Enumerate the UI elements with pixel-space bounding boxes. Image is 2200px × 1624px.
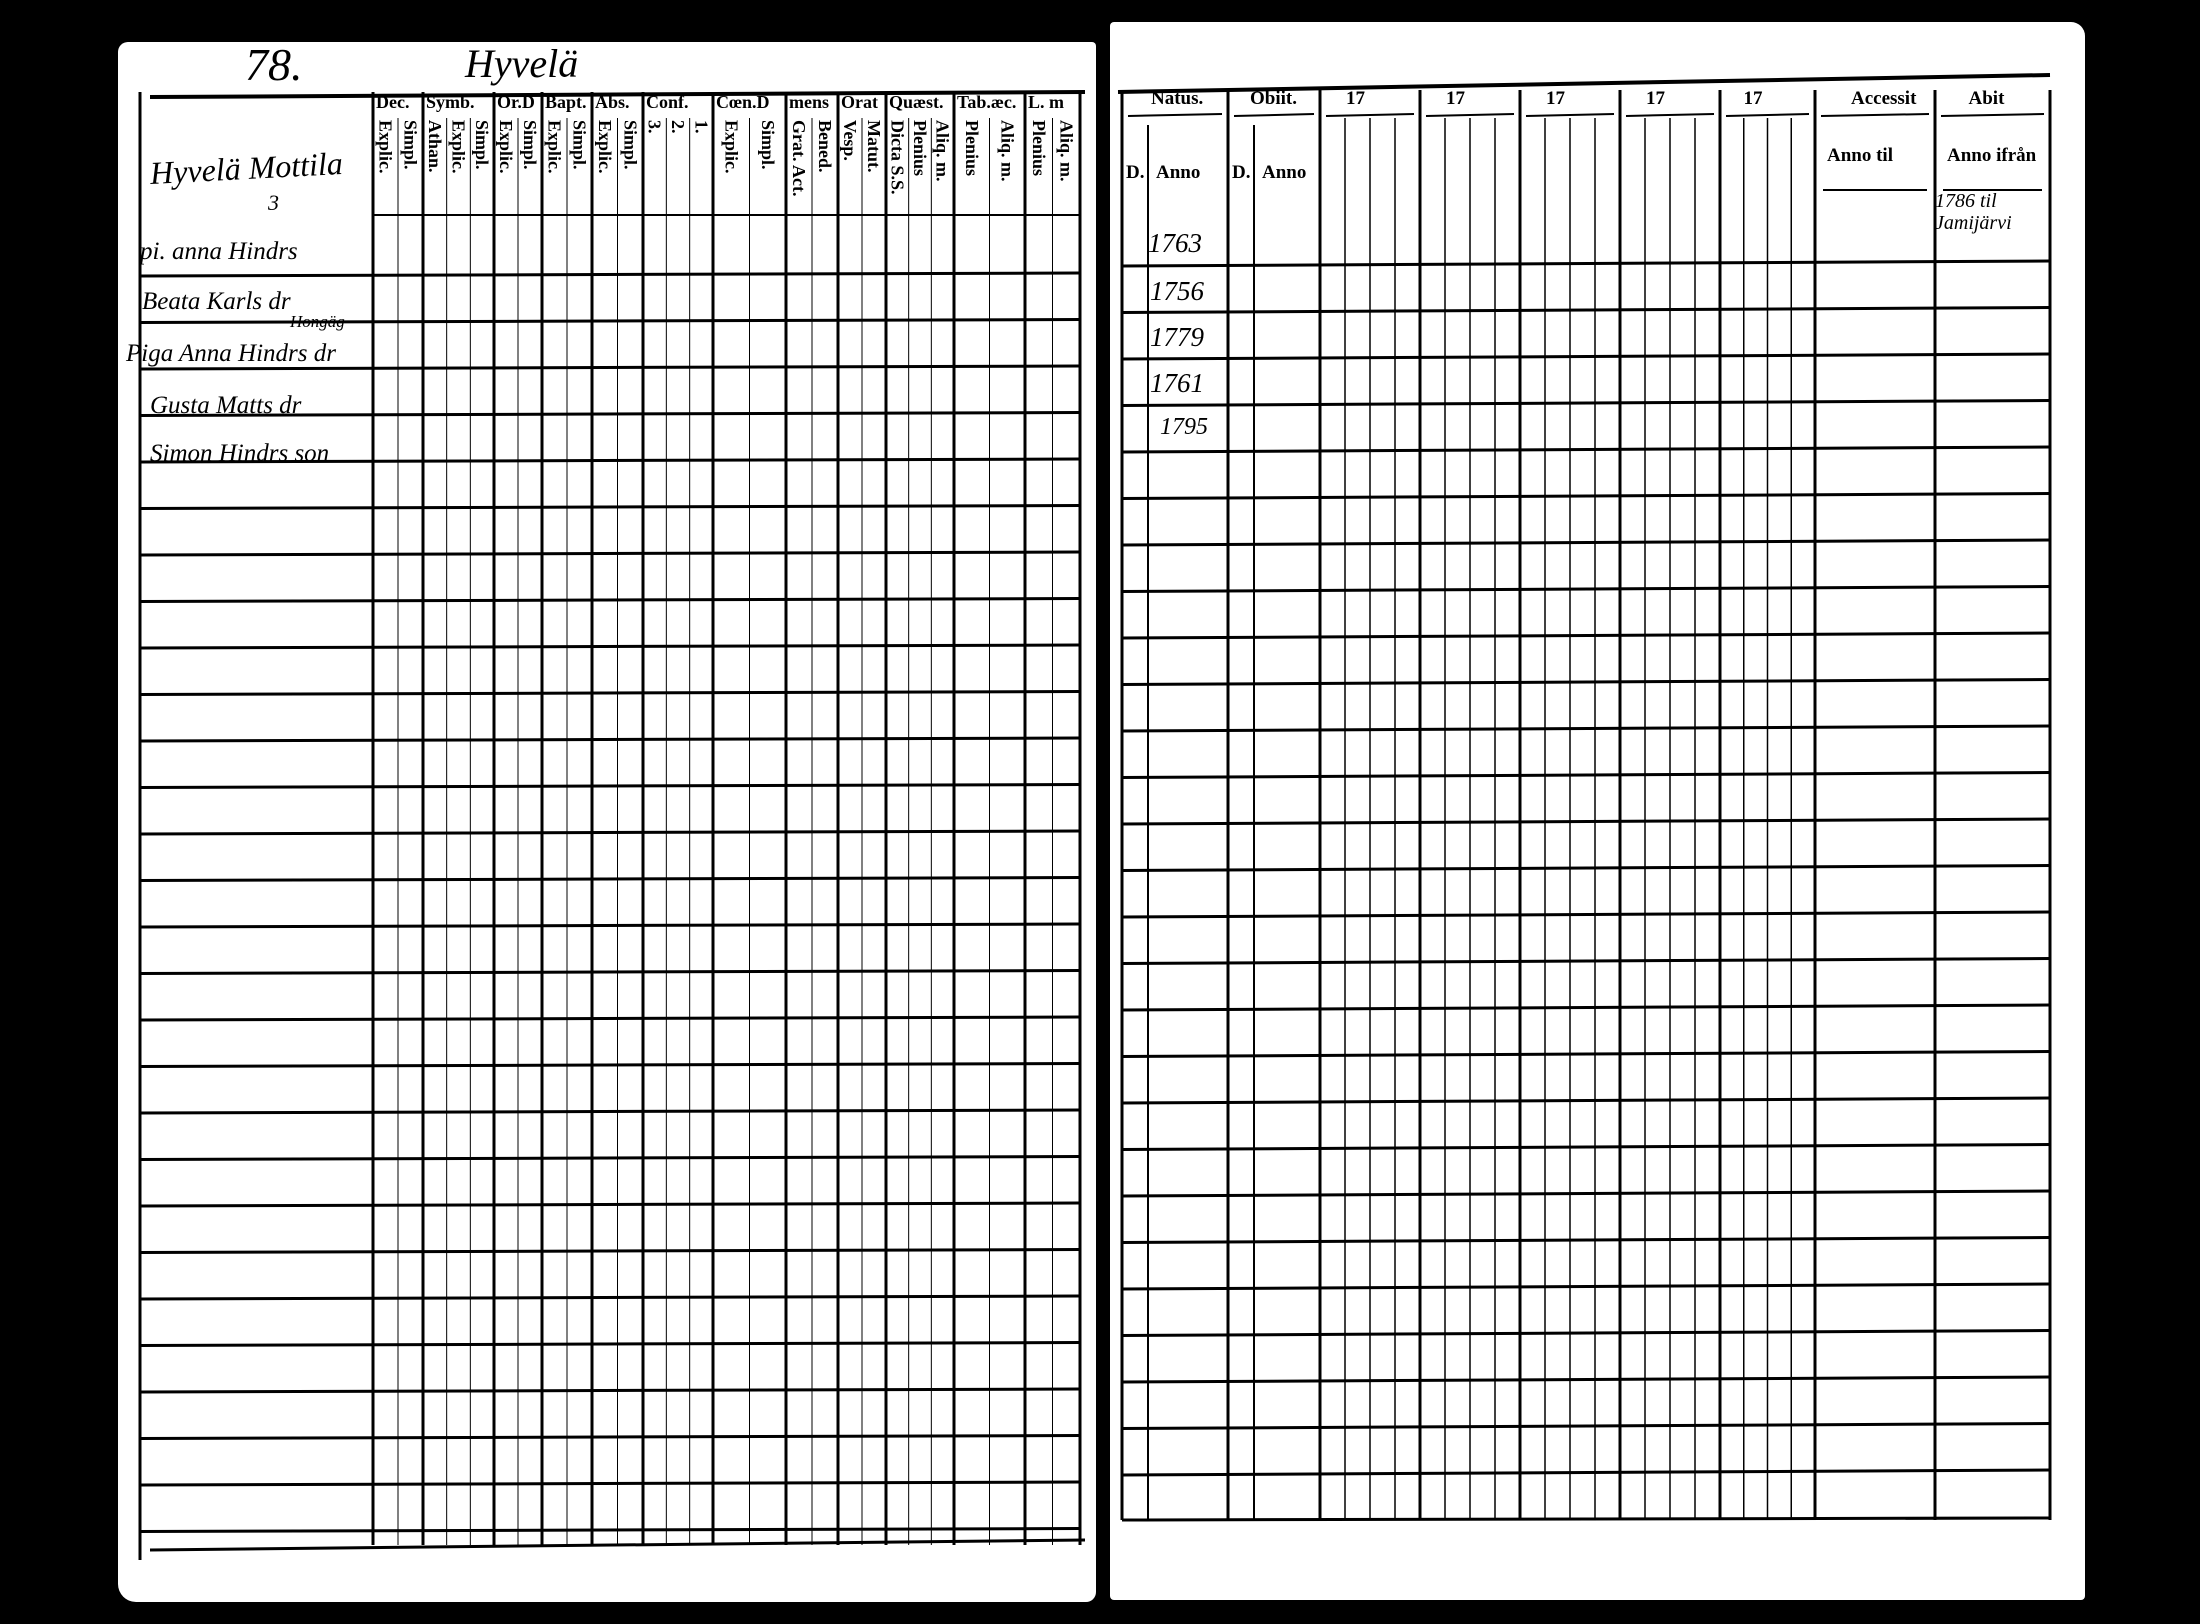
birth-year: 1795 (1160, 414, 1208, 440)
column-subheader: Grat. Act. (789, 120, 809, 197)
village-name: Hyvelä (465, 41, 579, 86)
column-header: Natus. (1151, 88, 1204, 109)
left-page (118, 42, 1096, 1602)
column-header: Accessit (1851, 88, 1917, 109)
column-header: 17 (1546, 88, 1565, 109)
birth-year: 1763 (1148, 228, 1202, 258)
column-subheader: Vesp. (840, 120, 860, 161)
column-header: Bapt. (545, 92, 587, 112)
column-subheader: Simpl. (620, 120, 641, 170)
column-subheader: Anno til (1827, 145, 1893, 166)
column-subheader: Explic. (594, 120, 615, 174)
abit-note: 1786 til Jamijärvi (1935, 190, 2012, 234)
column-header: L. m (1028, 92, 1064, 112)
column-subheader: 1. (691, 120, 712, 134)
column-header: Obiit. (1250, 88, 1297, 109)
farm-note: 3 (268, 190, 279, 215)
column-subheader: Simpl. (472, 120, 493, 170)
column-subheader: Aliq. m. (1056, 120, 1077, 182)
column-subheader: Simpl. (520, 120, 540, 170)
column-header: Abit (1968, 88, 2005, 109)
column-subheader: D. (1232, 162, 1251, 183)
column-subheader: Explic. (448, 120, 469, 174)
column-header: Or.D (497, 92, 535, 112)
column-header: Quæst. (889, 92, 944, 112)
column-subheader: D. (1126, 162, 1145, 183)
column-subheader: Aliq. m. (932, 120, 953, 182)
column-subheader: Explic. (496, 120, 516, 174)
entry-prefix: pi. (140, 238, 166, 265)
entry-row: Piga Anna Hindrs dr (126, 340, 336, 368)
column-header: Symb. (426, 92, 475, 112)
column-header: Abs. (595, 92, 630, 112)
column-subheader: Simpl. (569, 120, 590, 170)
column-header: Cœn.D (716, 92, 770, 112)
birth-year: 1761 (1150, 368, 1204, 398)
column-subheader: Aliq. m. (997, 120, 1018, 182)
column-subheader: Anno ifrån (1947, 145, 2037, 166)
column-subheader: Plenius (910, 120, 930, 177)
column-subheader: Simpl. (757, 120, 778, 170)
column-subheader: Dicta S.S. (887, 120, 908, 195)
entry-name: anna Hindrs (171, 238, 298, 265)
entry-row: Gusta Matts dr (150, 392, 301, 420)
entry-name: Simon Hindrs son (150, 440, 330, 467)
column-header: 17 (1646, 88, 1665, 109)
column-header: 17 (1446, 88, 1465, 109)
column-subheader: Anno (1156, 162, 1201, 183)
column-subheader: Anno (1262, 162, 1307, 183)
entry-name: Anna Hindrs dr (179, 340, 336, 367)
column-header: 17 (1743, 88, 1763, 109)
column-subheader: 2. (668, 120, 688, 134)
column-subheader: Matut. (864, 120, 884, 173)
column-subheader: Plenius (1028, 120, 1049, 177)
column-header: mens (789, 92, 829, 112)
entry-row: Simon Hindrs son (150, 440, 329, 468)
column-subheader: Explic. (544, 120, 565, 174)
birth-year: 1756 (1150, 276, 1204, 306)
column-subheader: 3. (644, 120, 665, 134)
column-header: 17 (1346, 88, 1365, 109)
page-number: 78. (245, 39, 303, 90)
column-header: Orat (841, 92, 878, 112)
column-subheader: Plenius (961, 120, 982, 177)
entry-prefix: Piga (126, 340, 174, 367)
entry-row: pi. anna Hindrs (140, 238, 298, 266)
column-subheader: Bened. (815, 120, 835, 173)
entry-name: Gusta Matts dr (150, 392, 302, 419)
column-header: Conf. (646, 92, 689, 112)
right-page (1110, 22, 2085, 1600)
entry-name: Beata Karls dr (142, 288, 291, 315)
entry-note: Hongäg (290, 312, 345, 331)
column-subheader: Simpl. (400, 120, 421, 170)
column-header: Dec. (376, 92, 410, 112)
column-header: Tab.æc. (957, 92, 1017, 112)
column-subheader: Explic. (375, 120, 396, 174)
entry-row: Beata Karls dr (142, 288, 291, 316)
column-subheader: Athan. (424, 120, 445, 173)
column-subheader: Explic. (721, 120, 742, 174)
birth-year: 1779 (1150, 322, 1204, 352)
